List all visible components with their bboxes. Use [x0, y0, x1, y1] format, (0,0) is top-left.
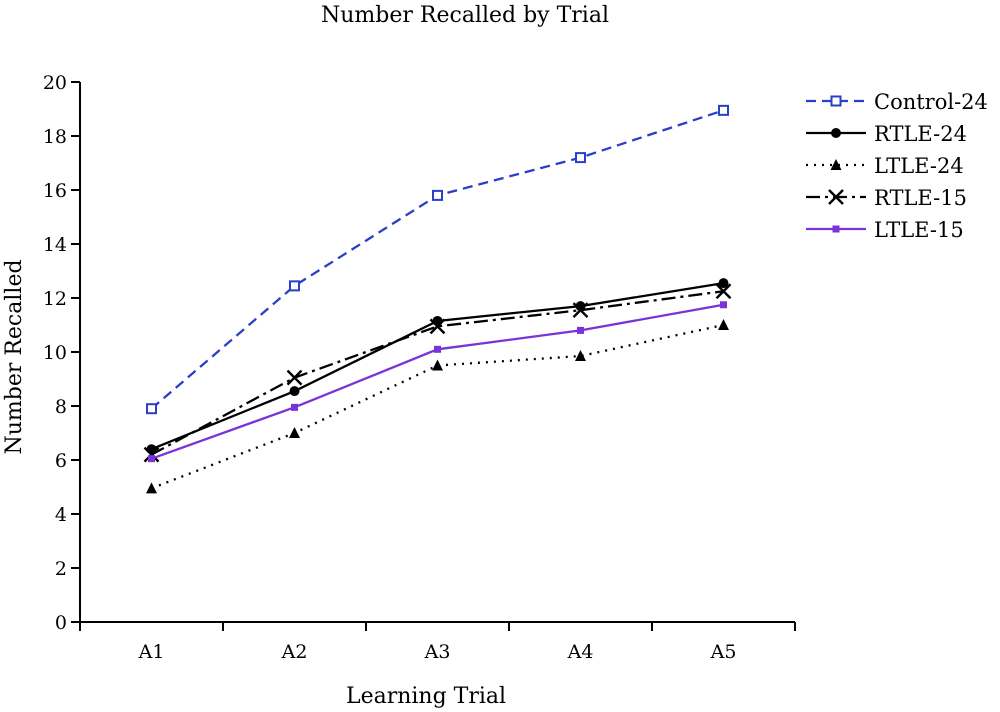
- y-tick-label: 18: [43, 126, 67, 148]
- data-point: [146, 482, 157, 494]
- series-line: [150, 290, 724, 456]
- data-point: [432, 359, 443, 371]
- data-point: [291, 403, 298, 411]
- legend-item: RTLE-24: [806, 122, 967, 146]
- x-tick-label: A5: [710, 641, 737, 663]
- x-tick-label: A3: [424, 641, 451, 663]
- data-point: [429, 318, 446, 335]
- legend-label: RTLE-15: [874, 186, 967, 210]
- data-point: [718, 319, 729, 330]
- legend-marker: [830, 95, 842, 107]
- legend-item: Control-24: [806, 90, 988, 114]
- y-axis-label: Number Recalled: [2, 259, 27, 454]
- legend-label: LTLE-15: [874, 218, 964, 242]
- data-point: [575, 152, 586, 164]
- data-point: [720, 301, 727, 309]
- legend-item: LTLE-24: [806, 154, 964, 178]
- y-tick-label: 2: [55, 558, 67, 580]
- legend-marker: [830, 159, 842, 170]
- series-ltle-15: [148, 301, 727, 463]
- legend-marker: [828, 189, 844, 205]
- series-layer: [143, 104, 732, 494]
- legend: Control-24 RTLE-24 LTLE-24 RTLE-15 LTLE-15: [806, 90, 988, 242]
- y-tick-label: 16: [43, 180, 67, 202]
- data-point: [718, 278, 729, 289]
- data-point: [432, 189, 443, 201]
- data-point: [289, 427, 300, 438]
- y-tick-label: 12: [43, 288, 67, 310]
- data-point: [146, 403, 157, 415]
- y-tick-label: 10: [43, 342, 67, 364]
- legend-label: RTLE-24: [874, 122, 967, 146]
- data-point: [286, 369, 303, 386]
- legend-item: RTLE-15: [806, 186, 967, 210]
- data-point: [434, 345, 441, 353]
- y-tick-label: 6: [55, 450, 67, 472]
- data-point: [575, 350, 586, 362]
- y-tick-label: 8: [55, 396, 67, 418]
- series-rtle-15: [143, 283, 732, 463]
- data-point: [715, 283, 732, 300]
- data-point: [577, 326, 584, 334]
- data-point: [718, 104, 729, 116]
- axes: 0 2 4 6 8 10 12 14 16 18 20 A1 A2 A3 A4 A5: [43, 72, 796, 663]
- y-tick-label: 4: [55, 504, 67, 526]
- data-point: [148, 455, 155, 463]
- x-axis-label: Learning Trial: [346, 684, 506, 709]
- data-point: [572, 302, 589, 318]
- legend-label: LTLE-24: [874, 154, 964, 178]
- legend-marker: [831, 128, 841, 138]
- legend-label: Control-24: [874, 90, 988, 114]
- y-tick-label: 14: [43, 234, 67, 256]
- chart-title: Number Recalled by Trial: [321, 3, 609, 28]
- x-tick-label: A1: [138, 641, 165, 663]
- legend-item: LTLE-15: [806, 218, 964, 242]
- data-point: [143, 446, 160, 463]
- y-tick-label: 0: [55, 612, 67, 634]
- series-ltle-24: [146, 319, 729, 494]
- legend-marker: [832, 225, 840, 233]
- data-point: [289, 386, 300, 397]
- y-tick-label: 20: [43, 72, 67, 94]
- x-tick-label: A4: [567, 641, 594, 663]
- series-control-24: [146, 104, 729, 415]
- x-tick-label: A2: [281, 641, 308, 663]
- data-point: [289, 280, 300, 292]
